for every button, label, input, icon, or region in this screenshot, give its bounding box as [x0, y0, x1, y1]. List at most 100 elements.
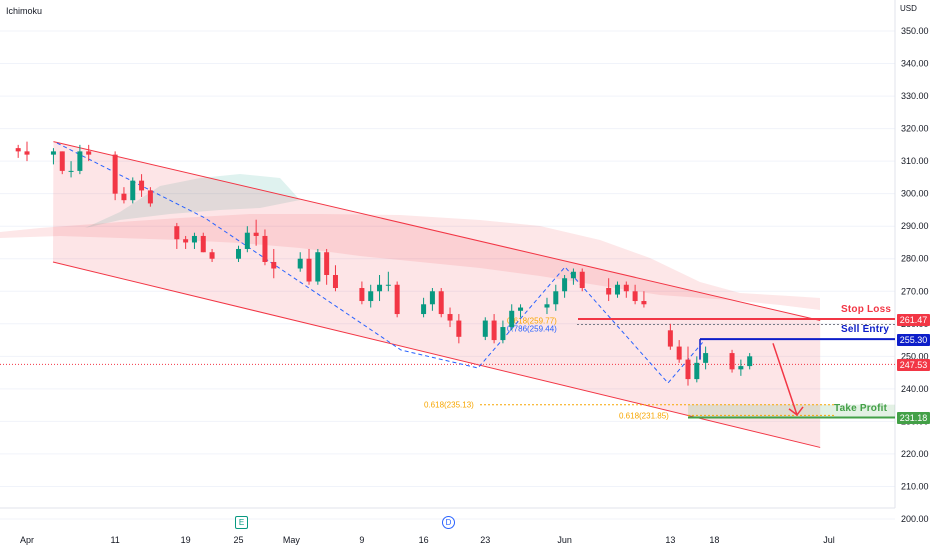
- candle[interactable]: [606, 278, 612, 302]
- stop-loss-price-tag: 261.47: [897, 314, 930, 326]
- x-tick-label: 19: [181, 535, 191, 545]
- candle[interactable]: [200, 232, 206, 253]
- candle[interactable]: [24, 141, 30, 162]
- candle[interactable]: [456, 314, 462, 344]
- candle-body: [447, 314, 453, 321]
- candle-body: [482, 320, 488, 337]
- earnings-event-badge[interactable]: E: [235, 516, 248, 529]
- candle[interactable]: [729, 349, 735, 373]
- candle[interactable]: [50, 148, 56, 165]
- candle[interactable]: [359, 281, 365, 305]
- candle[interactable]: [447, 307, 453, 328]
- candle-body: [359, 288, 365, 302]
- candle[interactable]: [518, 304, 524, 318]
- candle[interactable]: [641, 291, 647, 308]
- candle-body: [491, 320, 497, 341]
- candle[interactable]: [244, 226, 250, 253]
- candle[interactable]: [77, 144, 83, 175]
- candle[interactable]: [738, 359, 744, 376]
- candle-body: [667, 330, 673, 347]
- candle-body: [500, 327, 506, 341]
- candle[interactable]: [385, 271, 391, 292]
- x-tick-label: 23: [480, 535, 490, 545]
- candle-body: [623, 284, 629, 292]
- candle[interactable]: [676, 340, 682, 363]
- candle[interactable]: [703, 346, 709, 370]
- cloud-green: [85, 174, 300, 228]
- candle[interactable]: [579, 268, 585, 292]
- candle[interactable]: [667, 323, 673, 350]
- candle-body: [306, 258, 312, 282]
- candle[interactable]: [553, 284, 559, 311]
- candle[interactable]: [377, 275, 383, 302]
- candle[interactable]: [429, 288, 435, 311]
- fibonacci-levels: 0.618(235.13) 0.618(231.85) 0.618(259.77)0…: [424, 317, 895, 420]
- candle[interactable]: [623, 281, 629, 298]
- candle[interactable]: [130, 177, 136, 204]
- candle[interactable]: [147, 187, 153, 207]
- candle[interactable]: [694, 356, 700, 383]
- candle-body: [15, 148, 21, 152]
- candle[interactable]: [15, 144, 21, 158]
- candle-body: [271, 261, 277, 269]
- candle-body: [50, 151, 56, 155]
- candle[interactable]: [509, 304, 515, 331]
- x-tick-label: Jun: [557, 535, 572, 545]
- candle[interactable]: [191, 232, 197, 249]
- candle[interactable]: [174, 222, 180, 249]
- candle-body: [315, 252, 321, 282]
- candle[interactable]: [68, 161, 74, 178]
- candle-body: [112, 154, 118, 194]
- candle[interactable]: [747, 353, 753, 370]
- candle[interactable]: [614, 281, 620, 298]
- candle[interactable]: [332, 265, 338, 292]
- candle[interactable]: [324, 248, 330, 285]
- indicator-label[interactable]: Ichimoku: [6, 6, 43, 16]
- candle[interactable]: [86, 144, 92, 162]
- candle-body: [236, 248, 242, 259]
- candle[interactable]: [685, 346, 691, 386]
- candle-body: [297, 258, 303, 269]
- candle[interactable]: [562, 275, 568, 298]
- candle[interactable]: [297, 252, 303, 272]
- candle[interactable]: [59, 151, 65, 175]
- candle[interactable]: [482, 317, 488, 341]
- dividend-event-badge[interactable]: D: [442, 516, 455, 529]
- candle-body: [121, 193, 127, 201]
- candle[interactable]: [253, 219, 259, 246]
- price-axis: 350.00 340.00 330.00 320.00 310.00 300.00 290.…: [901, 26, 929, 524]
- candle[interactable]: [500, 320, 506, 344]
- candle[interactable]: [491, 314, 497, 344]
- candle[interactable]: [121, 187, 127, 204]
- y-tick-label: 320.00: [901, 124, 929, 134]
- candle[interactable]: [394, 281, 400, 318]
- candle[interactable]: [438, 288, 444, 318]
- candle[interactable]: [306, 248, 312, 285]
- candle-body: [456, 320, 462, 337]
- candle[interactable]: [271, 248, 277, 279]
- take-profit-price-tag: 231.18: [897, 412, 930, 424]
- candle[interactable]: [368, 284, 374, 308]
- candle[interactable]: [570, 268, 576, 285]
- x-tick-label: 11: [110, 535, 119, 545]
- candle-body: [183, 239, 189, 243]
- candle-body: [729, 353, 735, 370]
- x-tick-label: 25: [234, 535, 244, 545]
- candle-body: [77, 151, 83, 171]
- candle[interactable]: [262, 229, 268, 266]
- candle[interactable]: [209, 248, 215, 262]
- candle[interactable]: [112, 151, 118, 201]
- candle[interactable]: [315, 248, 321, 285]
- candle[interactable]: [421, 297, 427, 318]
- candle-body: [368, 291, 374, 302]
- candle[interactable]: [139, 174, 145, 197]
- candle-body: [509, 310, 515, 328]
- sell-entry-label: Sell Entry: [841, 324, 890, 335]
- candle[interactable]: [544, 297, 550, 315]
- candle[interactable]: [236, 245, 242, 262]
- candle[interactable]: [183, 235, 189, 249]
- candle-body: [130, 180, 136, 201]
- candle[interactable]: [632, 284, 638, 305]
- candle-body: [174, 226, 180, 240]
